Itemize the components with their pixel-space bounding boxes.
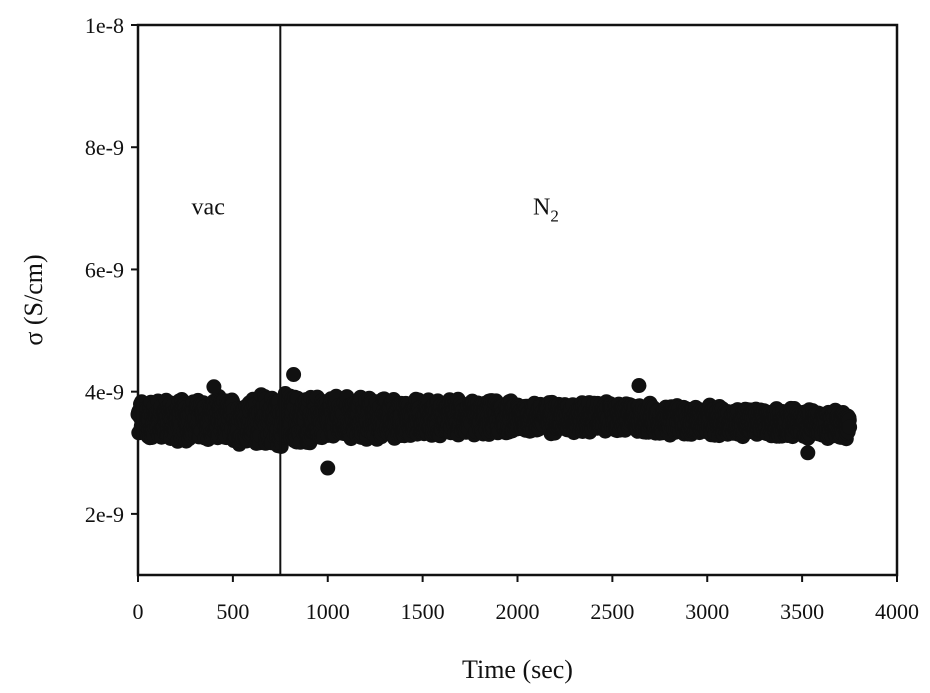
x-axis-ticks: 0 500 1000 1500 2000 2500 3000 3500 4000 [133, 575, 919, 624]
y-tick-label: 8e-9 [85, 135, 124, 160]
x-tick-label: 3000 [685, 599, 729, 624]
y-tick-label: 4e-9 [85, 380, 124, 405]
x-tick-label: 1500 [401, 599, 445, 624]
x-axis-title: Time (sec) [462, 655, 573, 684]
y-axis-title: σ (S/cm) [19, 254, 48, 345]
data-point-outlier [320, 460, 336, 476]
annotation-n2: N2 [533, 194, 559, 225]
y-tick-label: 6e-9 [85, 257, 124, 282]
x-tick-label: 1000 [306, 599, 350, 624]
y-tick-label: 1e-8 [85, 13, 124, 38]
y-tick-label: 2e-9 [85, 502, 124, 527]
x-tick-label: 2000 [496, 599, 540, 624]
data-point-outlier [206, 379, 222, 395]
annotation-n2-subscript: 2 [550, 206, 559, 225]
data-point-outlier [286, 367, 302, 383]
x-tick-label: 3500 [780, 599, 824, 624]
x-tick-label: 0 [133, 599, 144, 624]
annotation-vac: vac [192, 194, 225, 220]
y-axis-ticks: 2e-9 4e-9 6e-9 8e-9 1e-8 [85, 13, 138, 527]
annotation-n2-symbol: N [533, 194, 550, 220]
data-point [842, 419, 858, 435]
x-tick-label: 2500 [590, 599, 634, 624]
data-point-outlier [800, 445, 816, 461]
data-points [130, 367, 858, 476]
x-tick-label: 4000 [875, 599, 919, 624]
x-tick-label: 500 [216, 599, 249, 624]
data-point-outlier [631, 378, 647, 394]
plot-area-frame [136, 23, 899, 577]
